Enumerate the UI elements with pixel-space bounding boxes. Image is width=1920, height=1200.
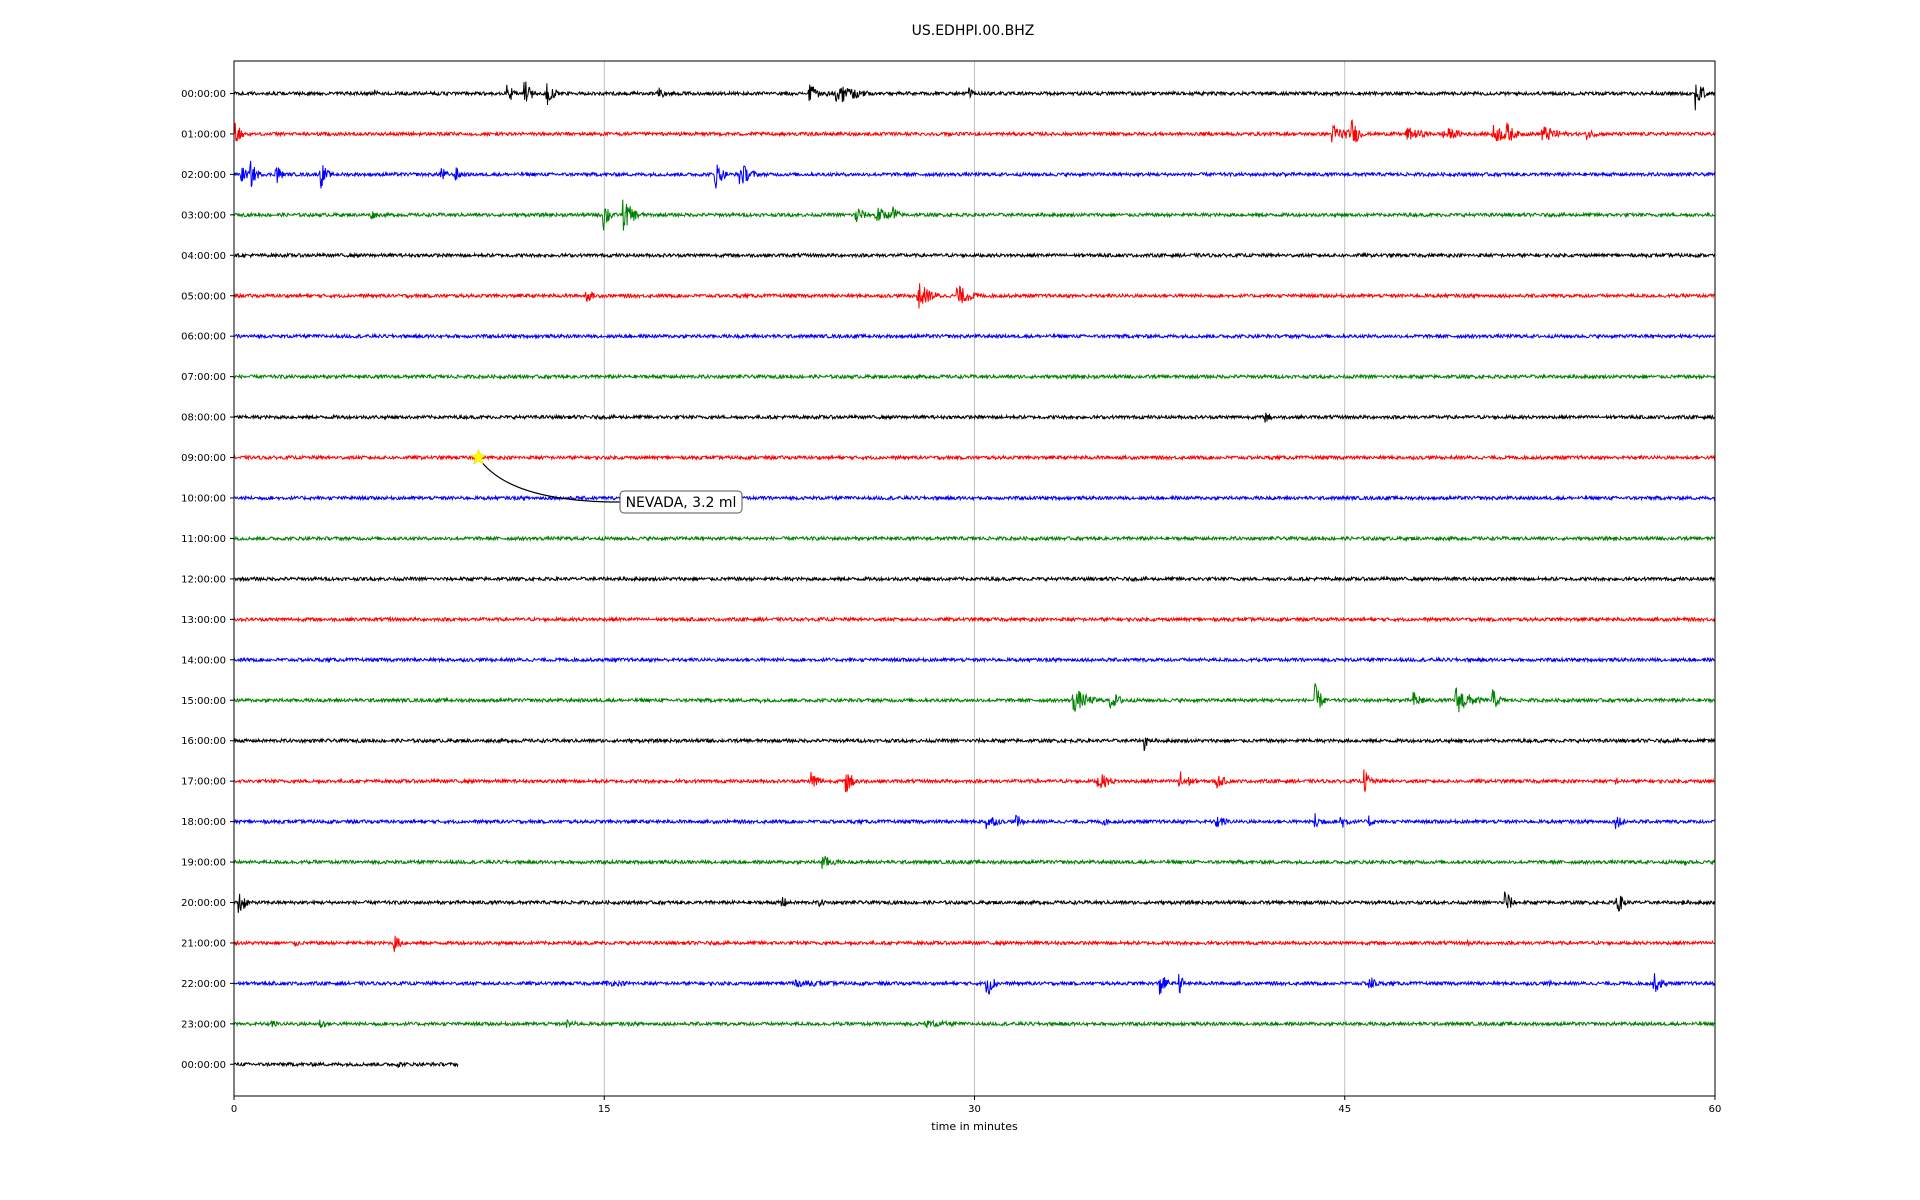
x-tick-label: 30 [968, 1104, 981, 1115]
y-tick-label: 03:00:00 [181, 210, 226, 221]
trace-row-10 [233, 494, 1716, 502]
y-tick-label: 04:00:00 [181, 251, 226, 262]
trace-row-12 [233, 575, 1716, 583]
trace-row-7 [233, 373, 1716, 381]
y-tick-label: 09:00:00 [181, 453, 226, 464]
trace-row-17 [233, 769, 1716, 793]
y-tick-label: 19:00:00 [181, 858, 226, 869]
y-tick-label: 18:00:00 [181, 817, 226, 828]
annotation-label: NEVADA, 3.2 ml [626, 495, 737, 511]
y-tick-label: 15:00:00 [181, 696, 226, 707]
chart-title: US.EDHPI.00.BHZ [912, 23, 1035, 39]
y-tick-label: 07:00:00 [181, 372, 226, 383]
annotation-arrow [477, 457, 621, 503]
annotation-box [619, 490, 743, 514]
trace-row-16 [233, 736, 1716, 752]
trace-row-14 [233, 656, 1716, 664]
y-tick-label: 08:00:00 [181, 413, 226, 424]
trace-row-0 [233, 81, 1716, 111]
trace-group [233, 81, 1716, 1068]
trace-row-3 [233, 199, 1716, 231]
y-tick-label: 11:00:00 [181, 534, 226, 545]
y-tick-label: 00:00:00 [181, 89, 226, 100]
y-tick-label: 01:00:00 [181, 129, 226, 140]
y-tick-label: 05:00:00 [181, 291, 226, 302]
x-tick-label: 15 [598, 1104, 611, 1115]
trace-row-23 [233, 1019, 1716, 1029]
trace-row-22 [233, 973, 1716, 995]
y-tick-label: 21:00:00 [181, 938, 226, 949]
y-axis-ticks: 00:00:00 01:00:00 02:00:00 03:00:00 04:00:00… [181, 89, 234, 1071]
y-tick-label: 16:00:00 [181, 736, 226, 747]
event-star-icon [470, 448, 487, 465]
trace-row-13 [233, 615, 1716, 623]
y-tick-label: 23:00:00 [181, 1019, 226, 1030]
y-tick-label: 02:00:00 [181, 170, 226, 181]
x-tick-label: 45 [1338, 1104, 1351, 1115]
trace-row-24 [233, 1060, 459, 1068]
y-tick-label: 14:00:00 [181, 655, 226, 666]
trace-row-1 [233, 119, 1716, 143]
y-tick-label: 00:00:00 [181, 1060, 226, 1071]
y-tick-label: 13:00:00 [181, 615, 226, 626]
trace-row-18 [233, 813, 1716, 830]
trace-row-6 [233, 332, 1716, 340]
trace-row-20 [233, 891, 1716, 913]
trace-row-5 [233, 283, 1716, 309]
y-tick-label: 06:00:00 [181, 332, 226, 343]
trace-row-2 [233, 160, 1716, 189]
x-tick-label: 0 [231, 1104, 237, 1115]
trace-row-8 [233, 412, 1716, 423]
x-axis-ticks: 0 15 30 45 60 [231, 1096, 1722, 1115]
trace-row-11 [233, 534, 1716, 543]
y-tick-label: 17:00:00 [181, 777, 226, 788]
y-tick-label: 12:00:00 [181, 574, 226, 585]
x-tick-label: 60 [1709, 1104, 1722, 1115]
y-tick-label: 20:00:00 [181, 898, 226, 909]
y-tick-label: 22:00:00 [181, 979, 226, 990]
trace-row-15 [233, 683, 1716, 713]
trace-row-4 [233, 251, 1716, 259]
trace-row-19 [233, 855, 1716, 869]
y-tick-label: 10:00:00 [181, 494, 226, 505]
trace-row-21 [234, 935, 1716, 952]
x-axis-label: time in minutes [931, 1120, 1018, 1133]
event-annotation: NEVADA, 3.2 ml [470, 448, 743, 514]
